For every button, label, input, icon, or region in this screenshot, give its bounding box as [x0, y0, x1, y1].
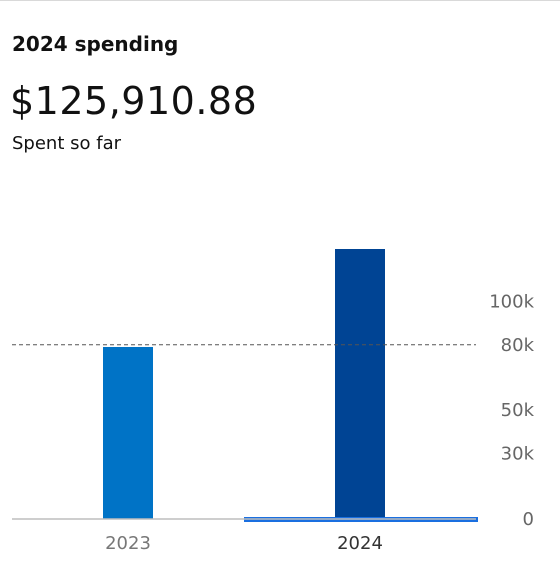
bar-2023[interactable]	[103, 346, 153, 519]
amount-caption: Spent so far	[12, 133, 121, 154]
card-title: 2024 spending	[12, 32, 179, 56]
bar-2024[interactable]	[335, 249, 385, 519]
y-tick-label: 50k	[501, 400, 535, 421]
x-category-label[interactable]: 2024	[337, 533, 383, 554]
spending-amount: $125,910.88	[10, 79, 258, 123]
y-tick-label: 80k	[501, 335, 535, 356]
y-tick-label: 0	[523, 509, 534, 530]
x-category-label[interactable]: 2023	[105, 533, 151, 554]
y-tick-label: 100k	[489, 291, 534, 312]
y-tick-label: 30k	[501, 444, 535, 465]
top-divider	[0, 0, 560, 1]
